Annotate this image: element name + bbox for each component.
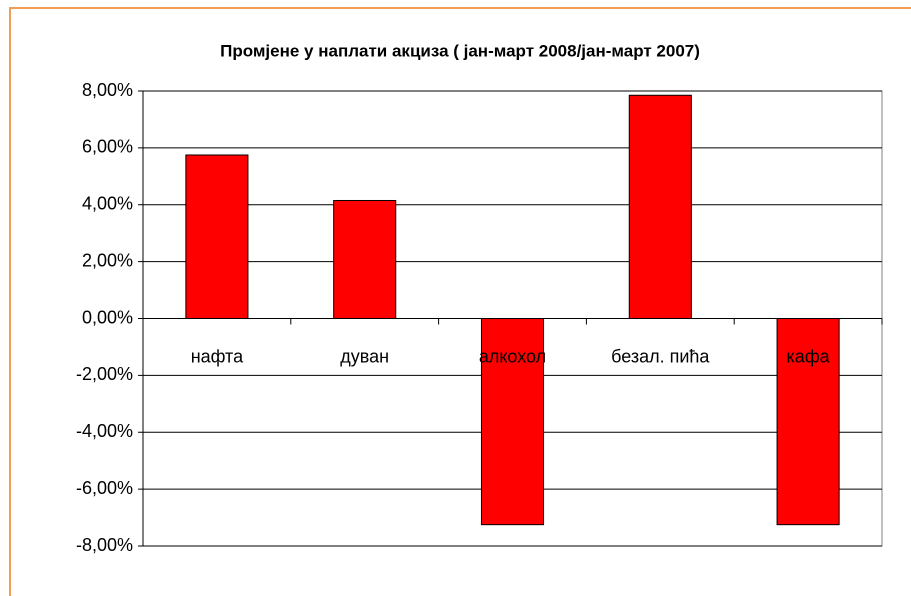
x-tick-label: нафта	[191, 346, 244, 366]
y-tick-label: 4,00%	[82, 194, 133, 214]
bar	[333, 199, 397, 319]
y-tick-label: 8,00%	[82, 80, 133, 100]
y-tick-label: 2,00%	[82, 250, 133, 270]
y-tick-label: -2,00%	[76, 364, 133, 384]
x-tick-label: безал. пића	[611, 346, 710, 366]
chart-frame	[9, 7, 911, 596]
chart-title: Промјене у наплати акциза ( јан-март 200…	[220, 41, 700, 60]
x-tick-label: кафа	[787, 346, 831, 366]
y-tick-label: -8,00%	[76, 535, 133, 555]
bar	[480, 318, 545, 526]
bar	[185, 154, 249, 319]
bar	[628, 94, 692, 319]
y-tick-label: 6,00%	[82, 137, 133, 157]
y-tick-label: 0,00%	[82, 307, 133, 327]
y-tick-label: -6,00%	[76, 478, 133, 498]
y-tick-label: -4,00%	[76, 421, 133, 441]
x-tick-label: алкохол	[479, 346, 546, 366]
bar	[776, 318, 840, 526]
x-tick-label: дуван	[340, 346, 389, 366]
